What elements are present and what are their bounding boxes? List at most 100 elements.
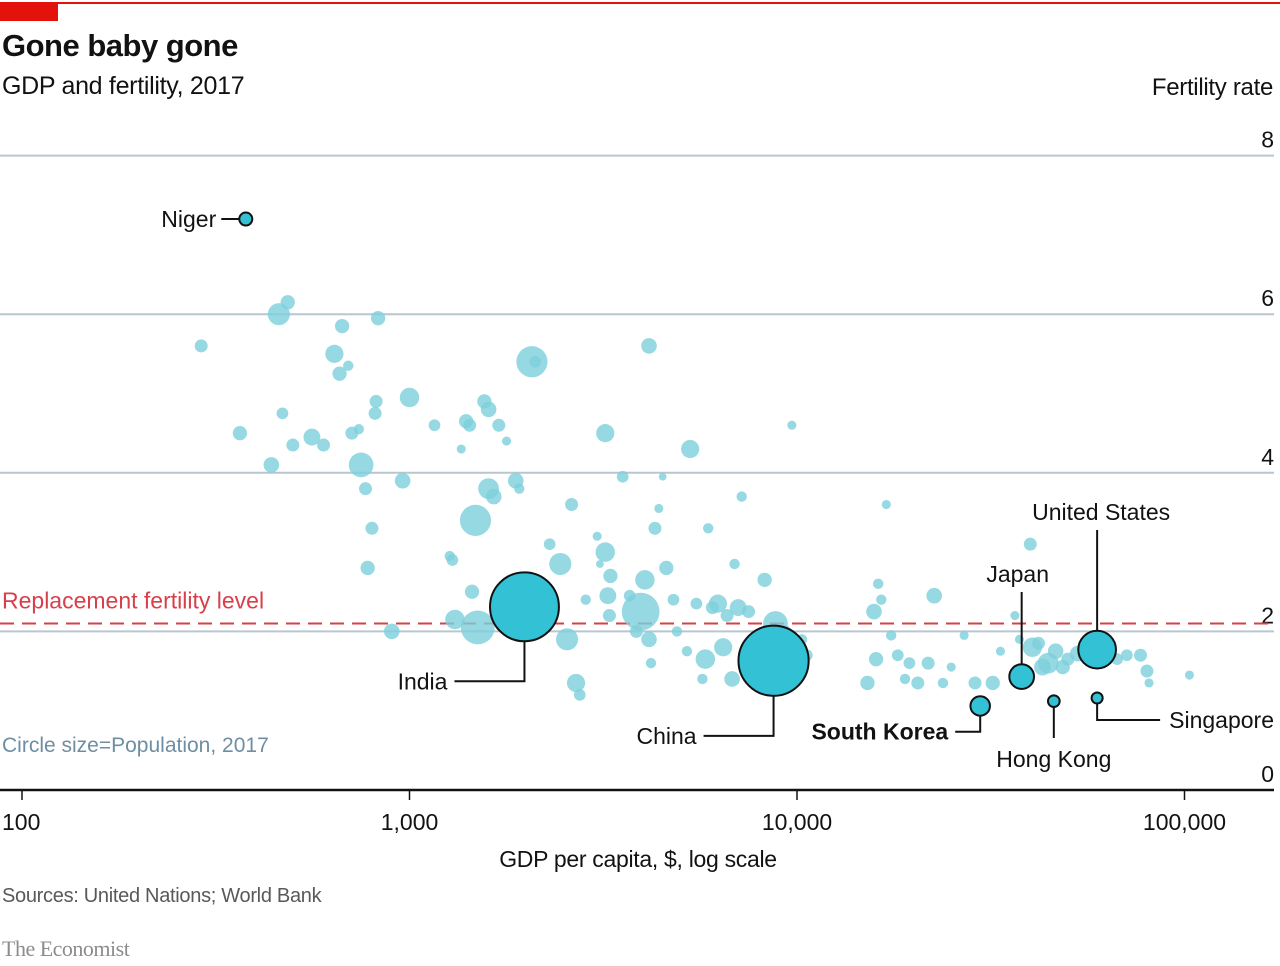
country-bubble [603,568,618,584]
label-united-states: United States [1032,499,1170,525]
x-tick-label-1000: 1,000 [381,809,439,835]
country-bubble [459,504,492,536]
country-bubble [866,603,882,620]
country-bubble [959,630,969,640]
country-bubble [194,339,208,353]
country-bubble [263,457,280,473]
country-bubble [708,594,728,613]
leader-line-south-korea [955,715,982,733]
country-bubble [460,610,495,645]
bubble-china [737,624,810,697]
country-bubble [658,472,667,481]
country-bubble [742,605,756,619]
country-bubble [332,366,347,381]
country-bubble [555,628,579,651]
country-bubble [480,401,497,418]
country-bubble [599,587,617,605]
country-bubble [645,657,657,669]
country-bubble [428,419,441,432]
country-bubble [872,578,884,590]
y-axis-title: Fertility rate [1151,74,1273,101]
country-bubble [596,560,604,568]
leader-line-singapore [1096,703,1161,721]
country-bubble [654,503,664,514]
brand-red-tag [0,2,58,21]
label-south-korea: South Korea [811,719,948,745]
country-bubble [937,677,949,689]
country-bubble [724,671,740,687]
country-bubble [926,587,943,604]
country-bubble [348,452,374,478]
label-singapore: Singapore [1169,707,1274,733]
country-bubble [736,491,747,502]
country-bubble [946,662,956,672]
country-bubble [881,499,891,510]
country-bubble [463,418,477,432]
label-niger: Niger [161,206,216,232]
country-bubble [635,570,655,590]
country-bubble [580,594,591,605]
replacement-fertility-label: Replacement fertility level [2,587,264,613]
country-bubble [1140,664,1154,678]
country-bubble [595,542,615,562]
country-bubble [695,649,716,669]
country-bubble [860,675,875,691]
bubble-singapore [1090,691,1104,705]
country-bubble [592,531,602,541]
country-bubble [648,521,662,535]
country-bubble [911,676,925,690]
country-bubble [492,418,506,432]
country-bubble [596,424,615,443]
country-bubble [325,344,344,363]
brand-top-rule [0,2,1280,4]
label-hong-kong: Hong Kong [996,746,1111,772]
leader-line-china [703,695,775,737]
country-bubble [667,593,680,606]
country-bubble [566,673,586,693]
country-bubble [891,649,904,662]
country-bubble [573,688,586,701]
country-bubble [303,428,321,446]
country-bubble [1032,636,1046,650]
circle-size-note: Circle size=Population, 2017 [2,734,269,757]
bubbles-highlighted [238,211,1117,717]
bubble-japan [1008,663,1036,690]
country-bubble [602,609,616,623]
x-axis: 100 1,000 10,000 100,000 [0,788,1274,835]
country-bubble [697,673,708,685]
country-bubble [280,295,295,310]
country-bubble [368,406,382,420]
chart-subtitle: GDP and fertility, 2017 [2,72,245,100]
source-note: Sources: United Nations; World Bank [2,885,322,907]
brand-logo-text: The Economist [2,936,130,961]
country-bubble [276,407,289,420]
label-india: India [398,668,448,694]
country-bubble [868,652,884,667]
country-bubble [885,630,897,641]
y-tick-label-2: 2 [1261,602,1274,628]
country-bubble [729,558,740,570]
country-bubble [383,623,400,640]
x-tick-label-10000: 10,000 [762,809,832,835]
country-bubble [360,560,375,576]
label-japan: Japan [986,561,1049,587]
country-bubble [232,426,248,441]
leader-line-india [454,641,526,683]
country-bubble [549,552,572,576]
country-bubble [365,521,379,535]
x-axis-title-text: GDP per capita, $, log scale [499,846,777,872]
country-bubble [903,657,916,669]
country-bubble [445,609,465,630]
country-bubble [1144,678,1154,688]
country-bubble [399,387,420,408]
x-tick-label-100: 100 [2,809,40,835]
country-bubble [359,482,373,496]
bubble-hong-kong [1046,694,1061,709]
country-bubble [485,488,502,505]
country-bubble [334,318,350,334]
country-bubble [286,438,300,452]
country-bubble [267,303,290,326]
country-bubble [317,438,331,452]
country-bubble [671,626,683,637]
